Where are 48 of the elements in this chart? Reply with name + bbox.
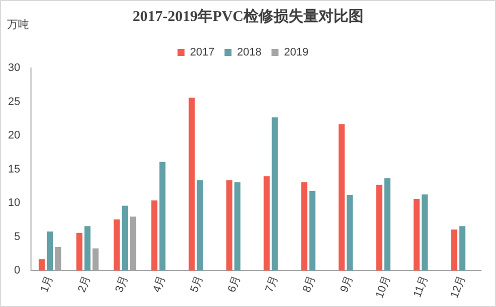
- bar: [84, 226, 90, 271]
- bar: [114, 219, 120, 271]
- y-tick-label: 5: [14, 230, 20, 243]
- bar: [226, 180, 232, 271]
- bar: [188, 98, 195, 271]
- legend-label: 2019: [284, 46, 308, 59]
- y-tick-label: 25: [8, 96, 20, 108]
- y-tick-label: 0: [14, 264, 20, 277]
- bar: [309, 190, 316, 271]
- legend-label: 2017: [190, 46, 215, 59]
- bar: [272, 117, 278, 271]
- x-tick-label: 6月: [226, 274, 244, 294]
- x-tick-label: 7月: [263, 274, 281, 294]
- y-tick-label: 30: [8, 62, 20, 74]
- x-tick-label: 12月: [448, 274, 468, 300]
- bar: [414, 199, 420, 271]
- bar: [46, 231, 54, 271]
- bar: [346, 194, 353, 271]
- bar: [451, 229, 458, 271]
- x-tick-label: 3月: [113, 274, 131, 294]
- bar: [301, 182, 308, 271]
- x-tick-label: 1月: [38, 274, 56, 294]
- bar: [384, 178, 390, 271]
- bar: [151, 200, 158, 271]
- x-tick-label: 2月: [76, 274, 94, 294]
- bar: [459, 226, 466, 271]
- x-tick-label: 8月: [300, 274, 318, 294]
- y-tick-label: 10: [8, 197, 20, 210]
- bar: [422, 194, 428, 271]
- bar: [196, 180, 203, 271]
- y-tick-label: 15: [8, 163, 20, 176]
- x-tick-label: 10月: [374, 274, 393, 300]
- legend-label: 2018: [237, 46, 262, 59]
- bar: [234, 182, 240, 271]
- bar: [159, 162, 166, 271]
- y-axis-title: 万吨: [7, 17, 29, 32]
- bar: [38, 259, 45, 271]
- x-tick-label: 4月: [150, 274, 168, 294]
- bar: [338, 124, 345, 271]
- bar: [122, 206, 128, 271]
- bar: [264, 176, 270, 271]
- x-tick-label: 5月: [188, 274, 206, 294]
- bar: [376, 184, 382, 271]
- x-tick-label: 9月: [338, 274, 356, 294]
- x-tick-label: 11月: [412, 274, 430, 300]
- bar: [76, 232, 82, 271]
- y-tick-label: 20: [8, 130, 20, 142]
- chart-title: 2017-2019年PVC检修损失量对比图: [132, 9, 364, 25]
